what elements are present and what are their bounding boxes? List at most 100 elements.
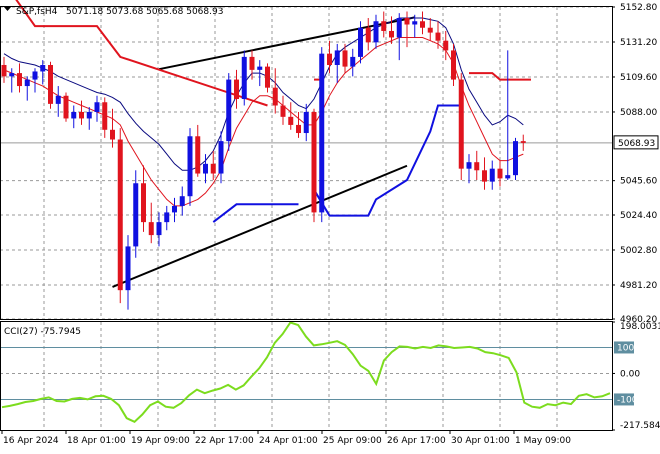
price-tick-label: 5045.60 bbox=[620, 177, 657, 187]
price-tick-label: 5109.60 bbox=[620, 73, 657, 83]
candle-body bbox=[71, 111, 77, 119]
candle-body bbox=[234, 79, 239, 100]
main-frame bbox=[0, 6, 613, 320]
trendlines bbox=[112, 16, 415, 288]
price-tick-label: 5002.80 bbox=[620, 246, 657, 256]
cci-level-box bbox=[614, 393, 634, 406]
cci-line bbox=[1, 321, 611, 423]
candle-body bbox=[210, 163, 216, 174]
price-tick-label: 5088.00 bbox=[620, 108, 657, 118]
candle-body bbox=[435, 32, 441, 41]
candle-body bbox=[420, 21, 425, 28]
moving-average-red bbox=[3, 37, 524, 207]
candle-body bbox=[1, 64, 7, 77]
candle-body bbox=[350, 56, 356, 67]
current-price-label: 5068.93 bbox=[618, 139, 655, 149]
candle-body bbox=[17, 73, 22, 87]
time-axis: 16 Apr 2024 18 Apr 01:00 19 Apr 09:00 22 Ap… bbox=[1, 430, 571, 446]
candle-body bbox=[280, 105, 286, 117]
lower-trendline[interactable] bbox=[112, 164, 408, 288]
candle-body bbox=[288, 116, 294, 125]
cci-frame bbox=[0, 321, 613, 431]
stop-line-red bbox=[469, 72, 531, 81]
candle-body bbox=[257, 66, 263, 70]
candle-body bbox=[466, 162, 472, 169]
candle-body bbox=[443, 40, 449, 51]
candle-body bbox=[63, 95, 69, 119]
candle-body bbox=[334, 50, 340, 65]
time-label: 24 Apr 01:00 bbox=[259, 436, 318, 446]
candle-body bbox=[40, 64, 46, 72]
candle-body bbox=[272, 87, 278, 106]
price-tick-label: 5131.20 bbox=[620, 38, 657, 48]
time-label: 19 Apr 09:00 bbox=[131, 436, 190, 446]
cci-axis: 198.0031 100 0.00 -100 -217.5849 bbox=[612, 321, 660, 431]
candle-body bbox=[427, 27, 433, 33]
time-label: 22 Apr 17:00 bbox=[195, 436, 254, 446]
candle-body bbox=[520, 141, 526, 143]
cci-level-box bbox=[614, 341, 634, 354]
stop-line-blue bbox=[212, 203, 299, 223]
candle-body bbox=[156, 222, 162, 236]
price-tick-label: 4960.20 bbox=[620, 315, 657, 325]
main-grid bbox=[0, 6, 612, 320]
candle-body bbox=[474, 162, 480, 171]
candle-body bbox=[241, 56, 247, 100]
candle-body bbox=[226, 79, 232, 142]
candle-body bbox=[358, 27, 363, 57]
cci-tick-label: 0.00 bbox=[620, 369, 640, 379]
candle-body bbox=[482, 170, 487, 182]
cci-level-label: -100 bbox=[617, 395, 638, 405]
candle-body bbox=[24, 79, 30, 87]
candle-body bbox=[458, 79, 464, 169]
candle-body bbox=[342, 50, 348, 67]
candle-body bbox=[303, 111, 309, 134]
candle-body bbox=[319, 53, 325, 213]
candle-body bbox=[79, 111, 84, 119]
stop-lines bbox=[15, 0, 531, 223]
ohlc-label: 5071.18 5073.68 5065.68 5068.93 bbox=[66, 7, 223, 17]
candle-body bbox=[164, 212, 170, 223]
moving-average-blue bbox=[3, 17, 524, 171]
dropdown-arrow-icon[interactable] bbox=[4, 7, 11, 11]
candle-body bbox=[265, 66, 270, 88]
candle-body bbox=[497, 168, 503, 179]
price-tick-label: 5024.40 bbox=[620, 211, 657, 221]
current-price-box bbox=[613, 135, 659, 150]
candle-body bbox=[9, 73, 15, 77]
candle-body bbox=[94, 102, 100, 112]
cci-tick-label: 198.0031 bbox=[620, 322, 660, 332]
cci-level-label: 100 bbox=[617, 343, 634, 353]
candle-body bbox=[451, 50, 456, 80]
candle-body bbox=[86, 111, 92, 119]
candle-body bbox=[249, 56, 255, 70]
candle-body bbox=[489, 168, 495, 182]
candle-body bbox=[133, 183, 139, 247]
stop-line-blue bbox=[313, 104, 462, 217]
symbol-label: S&P,fsH4 bbox=[16, 7, 58, 17]
cci-line bbox=[1, 321, 611, 423]
candle-body bbox=[110, 129, 115, 140]
candle-body bbox=[404, 18, 410, 25]
candle-body bbox=[172, 205, 177, 213]
candle-body bbox=[203, 163, 208, 174]
candle-body bbox=[513, 141, 518, 176]
candle-body bbox=[187, 136, 193, 197]
candle-body bbox=[412, 21, 418, 25]
cci-grid bbox=[0, 322, 612, 430]
time-label: 16 Apr 2024 bbox=[3, 436, 59, 446]
candle-body bbox=[195, 136, 201, 174]
candle-body bbox=[396, 18, 402, 38]
time-label: 18 Apr 01:00 bbox=[67, 436, 126, 446]
upper-trendline[interactable] bbox=[158, 16, 415, 71]
candle-body bbox=[327, 53, 332, 65]
candle-body bbox=[505, 175, 511, 179]
candle-body bbox=[117, 139, 123, 291]
candle-body bbox=[389, 30, 394, 38]
time-label: 30 Apr 01:00 bbox=[451, 436, 510, 446]
candles bbox=[1, 11, 526, 310]
candle-body bbox=[296, 124, 301, 134]
candle-body bbox=[373, 21, 379, 43]
time-label: 25 Apr 09:00 bbox=[323, 436, 382, 446]
